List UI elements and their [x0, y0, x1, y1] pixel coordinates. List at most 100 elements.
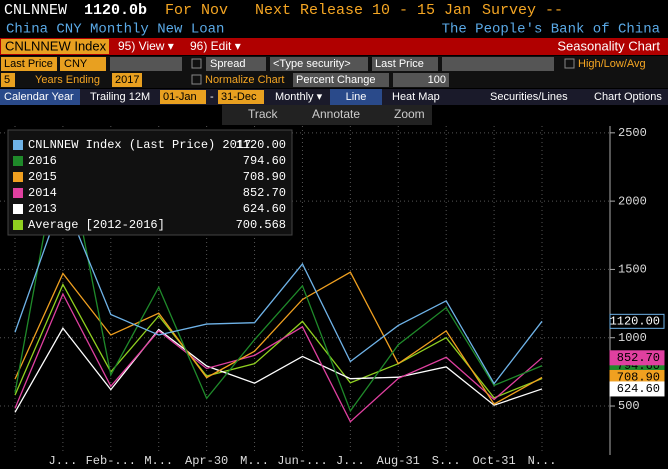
years[interactable]: 5 — [4, 74, 10, 86]
view-menu[interactable]: 95) View ▾ — [118, 39, 174, 53]
dash: - — [210, 91, 214, 103]
legend-swatch — [13, 140, 23, 150]
x-tick-label: M... — [144, 454, 173, 468]
security[interactable]: CNLNNEW Index — [5, 38, 107, 53]
field[interactable]: Last Price — [4, 58, 53, 70]
x-tick-label: J... — [49, 454, 78, 468]
legend-swatch — [13, 188, 23, 198]
legend-name: 2013 — [28, 202, 57, 216]
series-line — [14, 131, 543, 413]
legend-swatch — [13, 172, 23, 182]
y-tick-label: 2500 — [618, 126, 647, 140]
legend-value: 624.60 — [243, 202, 286, 216]
last-value: 1120.0b — [84, 2, 147, 19]
y-tick-label: 1500 — [618, 263, 647, 277]
normalize-mode[interactable]: Percent Change — [296, 74, 376, 86]
chart-options[interactable]: Chart Options — [594, 91, 662, 103]
legend-value: 1120.00 — [236, 138, 286, 152]
field2[interactable]: Last Price — [375, 58, 424, 70]
tab[interactable]: Calendar Year — [4, 91, 74, 103]
x-tick-label: Aug-31 — [377, 454, 420, 468]
currency[interactable]: CNY — [64, 58, 88, 70]
from-box[interactable] — [160, 90, 206, 104]
to[interactable]: 31-Dec — [221, 91, 257, 103]
security-box[interactable] — [1, 39, 109, 54]
currency-box[interactable] — [60, 57, 106, 71]
spread-box[interactable] — [206, 57, 266, 71]
value-tag — [609, 313, 665, 329]
plot: 500 1000 1500 2000 2500 J... Feb-... M... Apr-30… — [0, 126, 665, 468]
field-box[interactable] — [1, 57, 57, 71]
spread[interactable]: Spread — [210, 58, 245, 70]
series-line — [14, 195, 543, 385]
y-tick-label: 2000 — [618, 194, 647, 208]
years-box[interactable] — [1, 73, 15, 87]
normalize-box[interactable] — [293, 73, 389, 87]
source: The People's Bank of China — [442, 22, 660, 38]
value-tag — [609, 350, 665, 366]
securities[interactable]: Securities/Lines — [490, 91, 568, 103]
frequency[interactable]: Monthly ▾ — [275, 91, 323, 103]
chart-toolbar — [222, 105, 432, 125]
blank-box[interactable] — [110, 57, 182, 71]
end-year[interactable]: 2017 — [115, 74, 139, 86]
next-release: Next Release 10 - 15 Jan — [255, 2, 471, 19]
checkbox[interactable] — [564, 58, 575, 69]
years-ending-label: Years Ending — [35, 74, 100, 86]
legend-swatch — [13, 220, 23, 230]
legend-value: 794.60 — [243, 154, 286, 168]
x-tick-label: N... — [528, 454, 557, 468]
toolbar-title: Seasonality Chart — [557, 38, 660, 53]
x-tick-label: M... — [240, 454, 269, 468]
tab-active[interactable] — [0, 89, 80, 105]
base-box[interactable] — [393, 73, 449, 87]
legend-name: 2014 — [28, 186, 57, 200]
normalize-label[interactable]: Normalize Chart — [205, 74, 284, 86]
type-security[interactable]: <Type security> — [273, 58, 351, 70]
x-tick-label: S... — [432, 454, 461, 468]
toolbar-bar — [0, 38, 668, 55]
x-tick-label: J... — [336, 454, 365, 468]
x-tick-label: Feb-... — [86, 454, 136, 468]
series-line — [14, 326, 543, 413]
period: For Nov — [165, 2, 228, 19]
tab[interactable]: Trailing 12M — [90, 91, 150, 103]
value-tag-label: 852.70 — [617, 351, 660, 365]
legend-swatch — [13, 156, 23, 166]
base[interactable]: 100 — [428, 74, 446, 86]
ticker: CNLNNEW — [4, 2, 67, 19]
from[interactable]: 01-Jan — [163, 91, 197, 103]
checkbox[interactable] — [191, 74, 202, 85]
checkbox[interactable] — [191, 58, 202, 69]
y-tick-label: 1000 — [618, 331, 647, 345]
zoom[interactable]: Zoom — [394, 107, 425, 121]
field2-box[interactable] — [372, 57, 438, 71]
high-low[interactable]: High/Low/Avg — [578, 58, 646, 70]
series-line — [14, 282, 543, 399]
end-year-box[interactable] — [112, 73, 142, 87]
legend-name: 2015 — [28, 170, 57, 184]
survey: Survey -- — [482, 2, 563, 19]
edit-menu[interactable]: 96) Edit ▾ — [190, 39, 241, 53]
annotate[interactable]: Annotate — [312, 107, 360, 121]
tab[interactable]: Heat Map — [392, 91, 440, 103]
series-line — [14, 292, 543, 423]
legend-value: 708.90 — [243, 170, 286, 184]
legend — [7, 129, 293, 236]
legend-name: Average [2012-2016] — [28, 218, 165, 232]
to-box[interactable] — [218, 90, 264, 104]
x-tick-label: Oct-31 — [472, 454, 515, 468]
blank-box[interactable] — [442, 57, 554, 71]
value-tag — [609, 381, 665, 397]
legend-value: 852.70 — [243, 186, 286, 200]
tab-active[interactable] — [330, 89, 382, 105]
track[interactable]: Track — [248, 107, 279, 121]
y-tick-label: 500 — [618, 399, 640, 413]
legend-name: CNLNNEW Index (Last Price) 2017 — [28, 138, 251, 152]
tab[interactable]: Line — [346, 91, 367, 103]
x-tick-label: Apr-30 — [185, 454, 228, 468]
type-security-box[interactable] — [270, 57, 368, 71]
legend-name: 2016 — [28, 154, 57, 168]
legend-value: 700.568 — [236, 218, 286, 232]
